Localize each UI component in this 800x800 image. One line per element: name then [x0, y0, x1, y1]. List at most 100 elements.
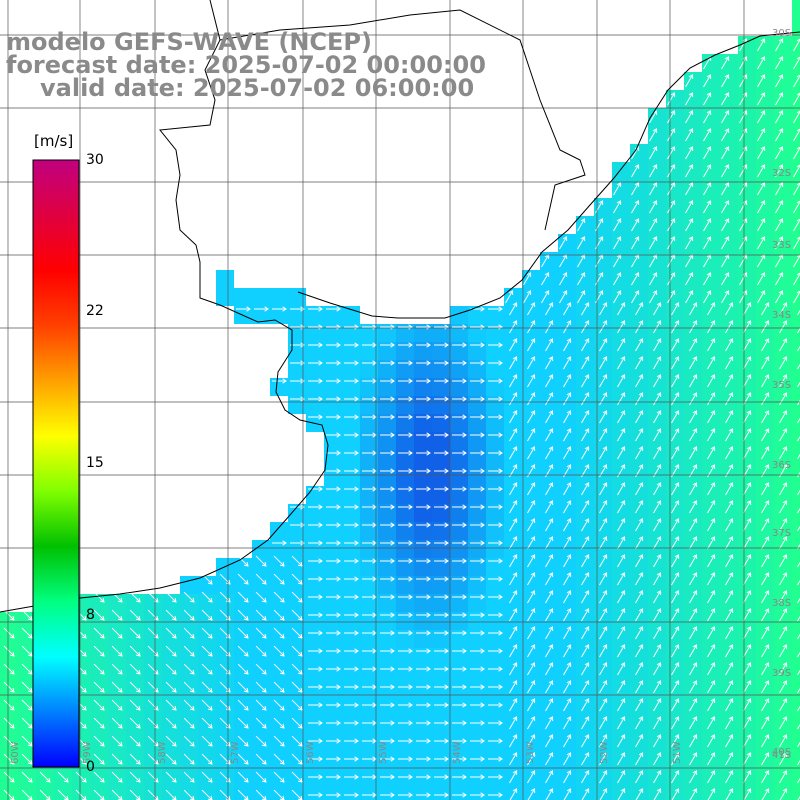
- wind-arrowhead: [508, 290, 514, 295]
- wind-arrow: [635, 428, 643, 442]
- wind-arrow: [183, 645, 195, 657]
- wind-arrow: [689, 356, 697, 370]
- wind-arrowhead: [171, 777, 177, 783]
- wind-arrow: [111, 789, 123, 800]
- wind-arrow: [703, 200, 711, 214]
- wind-arrowhead: [498, 756, 503, 762]
- wind-arrow: [3, 699, 15, 711]
- wind-arrowhead: [728, 734, 734, 739]
- wind-arrow: [743, 446, 751, 460]
- wind-arrow: [653, 338, 661, 352]
- wind-arrow: [291, 699, 303, 711]
- wind-arrowhead: [562, 290, 568, 295]
- wind-arrow: [509, 680, 517, 694]
- wind-arrowhead: [728, 410, 734, 415]
- wind-cell: [702, 558, 720, 576]
- wind-arrowhead: [764, 518, 770, 523]
- wind-arrowhead: [548, 770, 554, 775]
- wind-arrowhead: [584, 428, 590, 433]
- wind-arrowhead: [530, 518, 536, 523]
- wind-arrowhead: [778, 182, 784, 187]
- wind-arrowhead: [746, 626, 752, 631]
- wind-arrow: [599, 752, 607, 766]
- wind-cell: [540, 288, 558, 306]
- wind-arrowhead: [530, 788, 536, 793]
- wind-arrow: [779, 626, 787, 640]
- wind-arrow: [509, 356, 517, 370]
- wind-arrowhead: [408, 396, 413, 402]
- wind-arrowhead: [462, 756, 467, 762]
- wind-arrow: [93, 735, 105, 747]
- wind-arrow: [721, 146, 729, 160]
- wind-arrow: [599, 428, 607, 442]
- wind-arrow: [743, 788, 751, 800]
- wind-cell: [738, 720, 756, 738]
- coastline-south: [0, 0, 329, 613]
- wind-arrowhead: [498, 594, 503, 600]
- wind-cell: [774, 324, 792, 342]
- wind-arrow: [147, 591, 159, 603]
- wind-cell: [774, 360, 792, 378]
- wind-cell: [774, 162, 792, 180]
- wind-arrowhead: [688, 290, 694, 295]
- wind-arrowhead: [656, 698, 662, 703]
- wind-cell: [504, 594, 522, 612]
- wind-arrowhead: [782, 662, 788, 667]
- wind-arrow: [509, 554, 517, 568]
- wind-arrowhead: [638, 482, 644, 487]
- wind-cell: [576, 468, 594, 486]
- wind-arrowhead: [408, 378, 413, 384]
- wind-arrow: [563, 752, 571, 766]
- wind-arrowhead: [670, 272, 676, 277]
- wind-cell: [540, 522, 558, 540]
- wind-arrowhead: [548, 590, 554, 595]
- wind-arrowhead: [656, 716, 662, 721]
- wind-arrow: [797, 543, 800, 550]
- wind-arrowhead: [282, 378, 287, 384]
- wind-cell: [666, 162, 684, 180]
- wind-arrowhead: [584, 554, 590, 559]
- wind-arrow: [3, 717, 15, 729]
- wind-arrow: [617, 410, 625, 424]
- wind-arrowhead: [261, 723, 267, 729]
- wind-arrow: [775, 236, 783, 250]
- wind-arrowhead: [135, 741, 141, 747]
- wind-arrow: [255, 645, 267, 657]
- wind-arrowhead: [207, 579, 213, 585]
- wind-cell: [684, 720, 702, 738]
- wind-cell: [540, 504, 558, 522]
- wind-cell: [756, 90, 774, 108]
- wind-arrow: [725, 788, 733, 800]
- colorbar-tick-15: 15: [86, 455, 104, 471]
- wind-arrow: [563, 338, 571, 352]
- wind-arrowhead: [548, 482, 554, 487]
- wind-cell: [540, 540, 558, 558]
- wind-arrow: [743, 770, 751, 784]
- wind-arrowhead: [746, 572, 752, 577]
- wind-arrow: [545, 788, 553, 800]
- wind-arrow: [635, 446, 643, 460]
- lat-label: 32S: [772, 168, 791, 179]
- wind-cell: [630, 576, 648, 594]
- wind-arrowhead: [480, 486, 485, 492]
- wind-arrow: [671, 518, 679, 532]
- wind-arrowhead: [444, 792, 449, 798]
- wind-arrowhead: [462, 702, 467, 708]
- wind-cell: [702, 270, 720, 288]
- wind-cell: [522, 648, 540, 666]
- wind-arrowhead: [390, 450, 395, 456]
- wind-arrow: [671, 302, 679, 316]
- wind-arrowhead: [81, 615, 87, 621]
- wind-arrowhead: [566, 428, 572, 433]
- wind-arrowhead: [692, 680, 698, 685]
- wind-arrow: [793, 110, 800, 124]
- wind-cell: [720, 126, 738, 144]
- wind-arrowhead: [656, 482, 662, 487]
- wind-cell: [504, 558, 522, 576]
- wind-arrowhead: [390, 576, 395, 582]
- wind-arrowhead: [480, 756, 485, 762]
- wind-arrowhead: [584, 374, 590, 379]
- wind-cell: [684, 162, 702, 180]
- wind-arrow: [743, 716, 751, 730]
- wind-arrowhead: [746, 464, 752, 469]
